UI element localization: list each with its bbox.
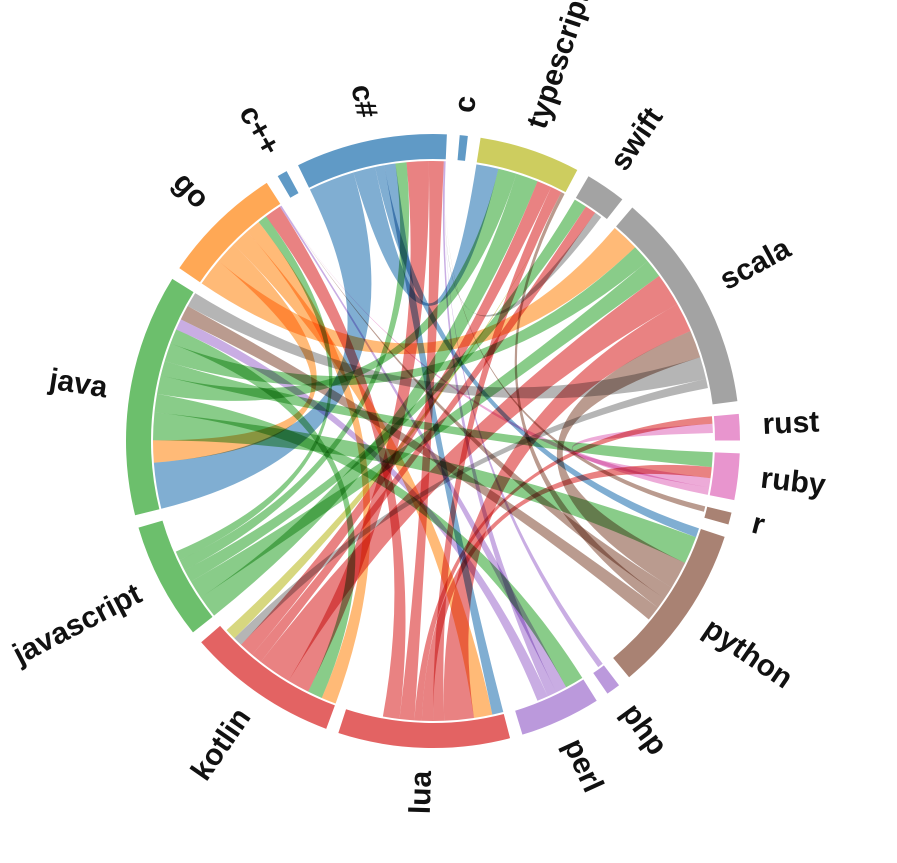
ribbon-java-scala [164,247,648,386]
group-arc-kotlin [201,625,335,729]
ribbon-java-ruby [160,361,713,468]
ribbon-perl-go [279,205,567,693]
ribbon-go-java [153,244,317,463]
ribbon-javascript-typescript [200,173,538,616]
group-arc-lua [338,709,511,748]
group-arc-scala [616,207,738,405]
group-arc-java [126,278,194,516]
group-arc-r [704,506,732,525]
ribbon-kotlin-csharp [288,161,429,692]
group-arc-perl [515,679,597,735]
group-arc-rust [713,413,740,441]
ribbon-python-java [180,306,658,620]
group-label-perl: perl [557,734,610,798]
group-label-swift: swift [604,102,670,177]
group-arc-javascript [138,520,213,633]
group-label-cplusplus: c++ [232,100,286,161]
group-label-kotlin: kotlin [185,702,258,787]
group-arc-python [613,529,725,678]
group-label-rust: rust [762,406,820,442]
ribbon-lua-csharp [399,161,444,721]
ribbon-lua-go [266,206,406,719]
group-arc-ruby [709,452,740,501]
group-label-r: r [749,507,769,542]
group-arc-php [593,665,620,694]
ribbon-kotlin-typescript [240,181,552,655]
group-label-go: go [166,166,215,215]
group-label-python: python [697,612,798,696]
group-label-c: c [448,94,483,114]
group-label-scala: scala [714,232,796,297]
group-label-csharp: c# [344,82,383,122]
group-arc-csharp [298,134,447,188]
group-label-ruby: ruby [759,462,828,502]
ribbon-kotlin-swift [252,206,596,662]
group-label-java: java [46,363,110,405]
group-label-php: php [615,697,674,761]
group-label-javascript: javascript [7,577,147,671]
group-label-lua: lua [404,770,438,815]
group-arc-typescript [476,137,578,193]
group-label-typescript: typescript [520,0,597,133]
ribbon-javascript-scala [190,261,660,598]
ribbon-kotlin-scala [260,275,678,681]
group-arc-swift [575,176,623,220]
group-arc-cplusplus [277,171,299,198]
ribbon-scala-java [187,293,707,399]
group-arc-c [457,135,468,161]
ribbon-javascript-go [175,216,333,561]
group-arc-go [179,182,281,283]
ribbon-layer [153,161,713,721]
ribbon-javascript-csharp [179,162,410,571]
ribbon-csharp-java [153,172,372,509]
ribbon-java-python [153,412,696,564]
group-arc-layer [126,134,740,748]
ribbon-perl-csharp [442,161,557,697]
